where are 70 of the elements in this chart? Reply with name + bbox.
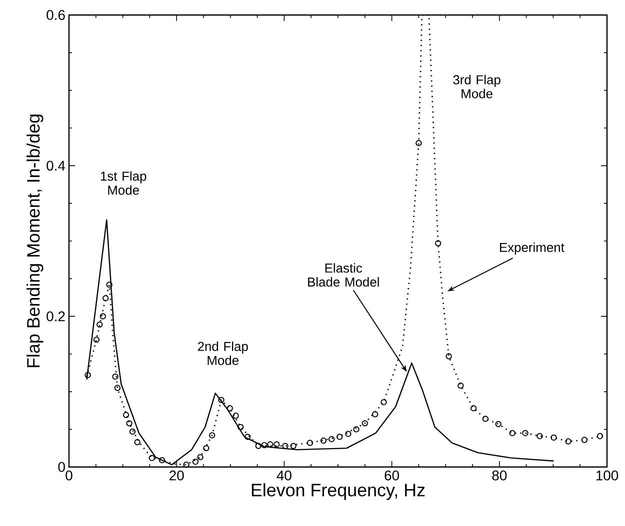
point xyxy=(306,440,314,446)
point xyxy=(495,420,502,428)
x-tick-label: 20 xyxy=(170,470,184,480)
point xyxy=(122,412,130,418)
annotation: 2nd Flap Mode xyxy=(198,342,248,365)
point xyxy=(209,432,216,438)
y-tick-label: 0.6 xyxy=(46,10,65,20)
point xyxy=(522,430,528,436)
point xyxy=(470,405,477,412)
point xyxy=(106,282,112,288)
point xyxy=(320,438,327,444)
x-tick-label: 80 xyxy=(492,470,507,480)
point xyxy=(372,411,378,418)
point xyxy=(126,420,132,426)
point xyxy=(565,438,572,444)
y-tick-label: 0 xyxy=(58,462,65,472)
point xyxy=(336,434,343,440)
point xyxy=(218,396,224,404)
point xyxy=(197,454,204,460)
annotation: 3rd Flap Mode xyxy=(453,74,500,98)
point xyxy=(192,458,199,465)
point xyxy=(536,433,543,440)
point xyxy=(434,240,442,246)
x-tick-label: 40 xyxy=(276,470,292,480)
y-tick-label: 0.2 xyxy=(46,311,65,322)
x-tick-label: 100 xyxy=(596,470,618,480)
point xyxy=(261,442,268,448)
point xyxy=(134,439,140,446)
point xyxy=(328,436,335,442)
x-tick-label: 0 xyxy=(66,470,72,480)
point xyxy=(550,434,557,441)
point xyxy=(345,430,352,437)
point xyxy=(267,441,274,448)
point xyxy=(183,462,190,468)
x-axis-title: Elevon Frequency, Hz xyxy=(252,483,425,500)
point xyxy=(509,430,516,436)
point xyxy=(255,442,262,449)
point xyxy=(596,433,604,440)
point xyxy=(203,445,210,452)
point xyxy=(416,140,422,146)
point xyxy=(114,384,121,391)
y-tick-label: 0.4 xyxy=(46,160,66,171)
point xyxy=(353,426,360,432)
point xyxy=(96,322,103,328)
point xyxy=(274,441,280,448)
point xyxy=(100,313,106,320)
point xyxy=(84,372,91,378)
y-axis-title: Flap Bending Moment, In-lb/deg xyxy=(26,114,44,368)
point xyxy=(380,399,387,406)
point xyxy=(238,424,244,430)
x-tick-label: 60 xyxy=(384,470,400,480)
point xyxy=(581,436,588,443)
point xyxy=(102,295,109,302)
point xyxy=(232,412,239,419)
point xyxy=(482,416,489,422)
point xyxy=(129,428,136,435)
point xyxy=(282,442,288,449)
point xyxy=(158,457,166,464)
point xyxy=(458,382,464,389)
annotation: 1st Flap Mode xyxy=(100,171,146,195)
point xyxy=(446,353,452,360)
annotation: Experiment xyxy=(500,242,564,255)
point xyxy=(226,405,233,412)
point xyxy=(112,374,118,380)
point xyxy=(362,420,368,426)
point xyxy=(93,336,100,343)
annotation: Elastic Blade Model xyxy=(308,263,379,287)
point xyxy=(244,434,251,440)
point xyxy=(290,442,296,449)
point xyxy=(148,454,155,462)
